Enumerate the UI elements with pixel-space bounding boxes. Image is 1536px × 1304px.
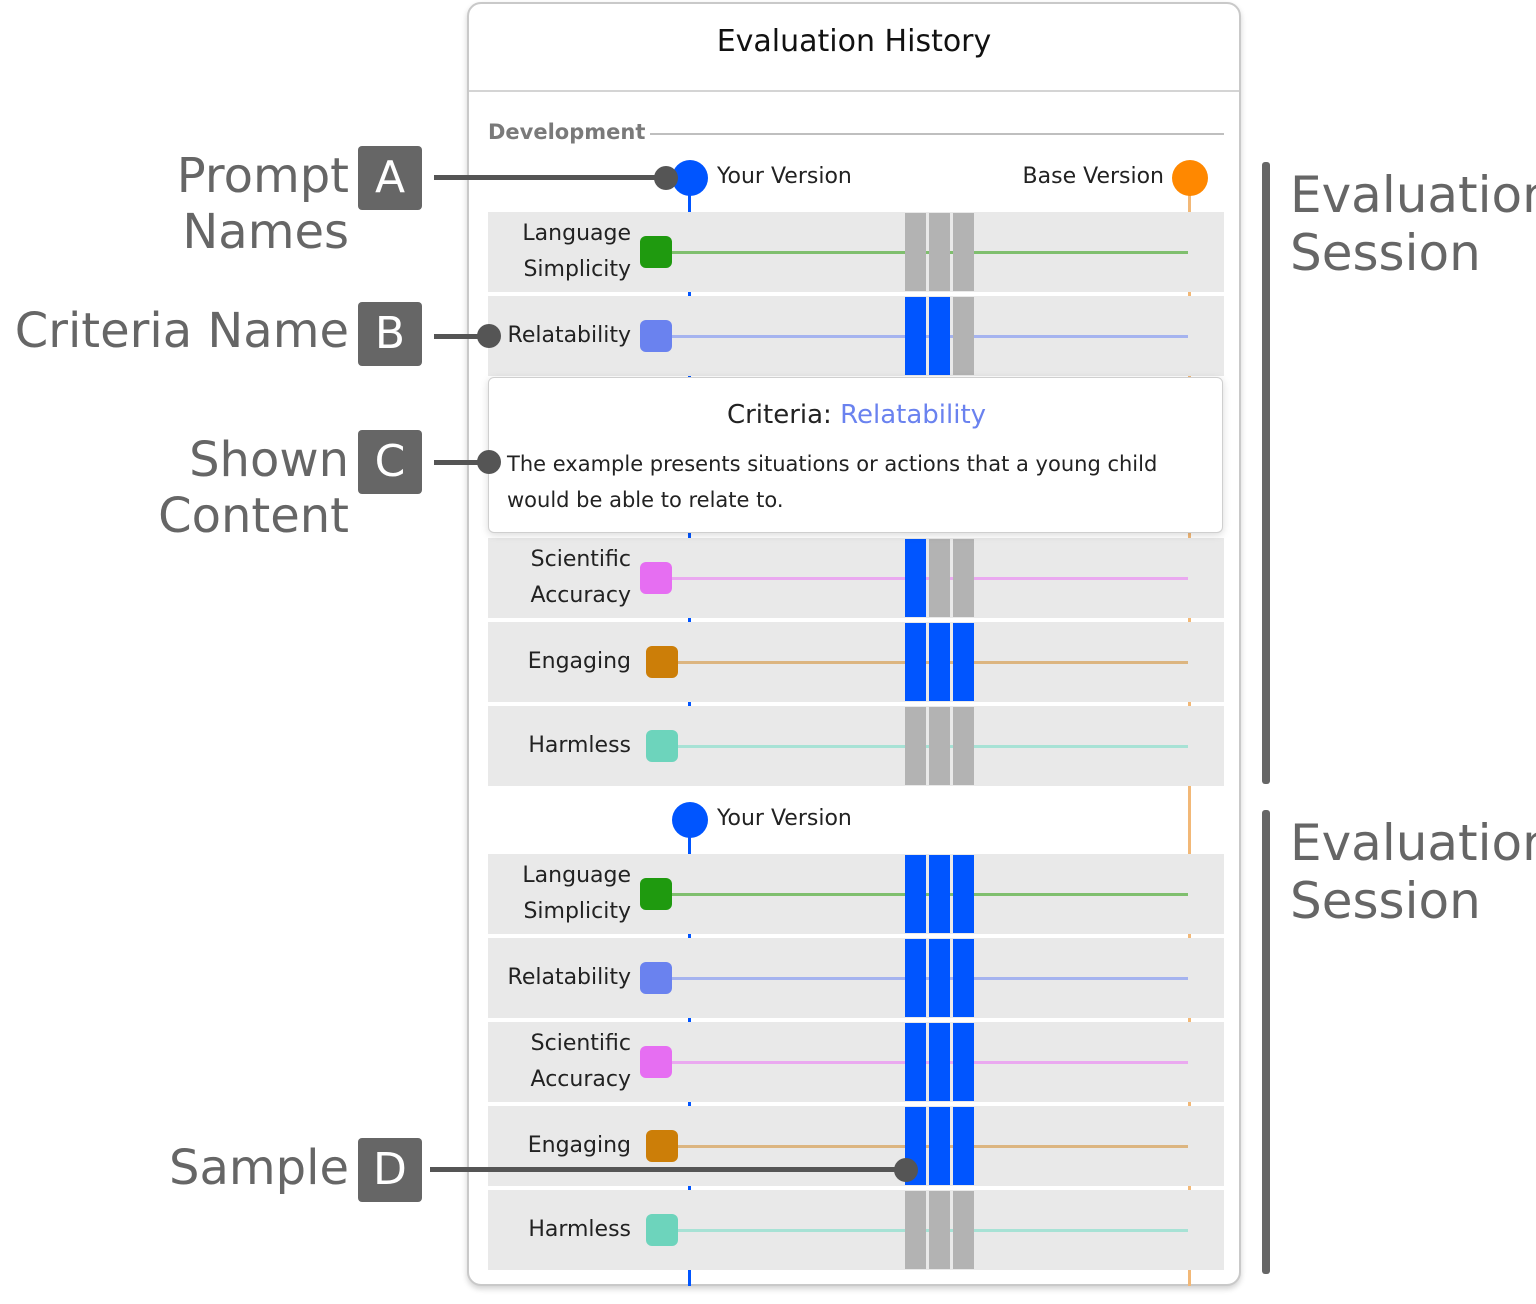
sample-cell[interactable] xyxy=(929,297,950,375)
annotation-b-label: Criteria Name xyxy=(14,303,349,359)
base-version-dot[interactable] xyxy=(1172,160,1208,196)
your-version-dot[interactable] xyxy=(672,160,708,196)
criteria-color-swatch[interactable] xyxy=(646,730,678,762)
session-bracket xyxy=(1262,810,1270,1274)
criteria-color-swatch[interactable] xyxy=(640,1046,672,1078)
criteria-name[interactable]: Relatability xyxy=(507,323,631,348)
criteria-tooltip: Criteria: Relatability The example prese… xyxy=(488,377,1223,533)
criteria-name[interactable]: Relatability xyxy=(507,965,631,990)
annotation-c-badge: C xyxy=(358,430,422,494)
sample-cell[interactable] xyxy=(905,1023,926,1101)
session-bracket xyxy=(1262,162,1270,784)
sample-cell[interactable] xyxy=(953,1107,974,1185)
criteria-name[interactable]: Harmless xyxy=(528,733,631,758)
sample-cell[interactable] xyxy=(953,297,974,375)
title-divider xyxy=(469,90,1239,92)
sample-cell[interactable] xyxy=(905,1191,926,1269)
criteria-name[interactable]: Language Simplicity xyxy=(522,863,631,924)
sample-cell[interactable] xyxy=(953,539,974,617)
sample-cell[interactable] xyxy=(929,707,950,785)
sample-cell[interactable] xyxy=(953,1023,974,1101)
section-divider xyxy=(650,133,1224,135)
sample-cell[interactable] xyxy=(905,623,926,701)
annotation-b-dot xyxy=(477,324,501,348)
criteria-name[interactable]: Language Simplicity xyxy=(522,221,631,282)
sample-cell[interactable] xyxy=(953,213,974,291)
annotation-c-connector xyxy=(434,460,490,465)
annotation-a-badge: A xyxy=(358,146,422,210)
tooltip-criterion: Relatability xyxy=(840,400,987,430)
your-version-dot[interactable] xyxy=(672,802,708,838)
sample-cell[interactable] xyxy=(905,855,926,933)
annotation-a-connector xyxy=(434,175,666,180)
criteria-color-swatch[interactable] xyxy=(646,1130,678,1162)
sample-cell[interactable] xyxy=(905,707,926,785)
sample-cell[interactable] xyxy=(905,297,926,375)
your-version-label[interactable]: Your Version xyxy=(717,164,852,189)
annotation-d-connector xyxy=(430,1167,908,1172)
annotation-a-dot xyxy=(654,166,678,190)
annotation-d-badge: D xyxy=(358,1138,422,1202)
base-version-label[interactable]: Base Version xyxy=(1022,164,1164,189)
sample-cell[interactable] xyxy=(929,939,950,1017)
criteria-color-swatch[interactable] xyxy=(640,236,672,268)
criteria-color-swatch[interactable] xyxy=(646,646,678,678)
criteria-name[interactable]: Engaging xyxy=(527,649,631,674)
annotation-d-label: Sample xyxy=(169,1140,349,1196)
criteria-name[interactable]: Scientific Accuracy xyxy=(530,547,631,608)
panel-title: Evaluation History xyxy=(716,24,992,59)
sample-cell[interactable] xyxy=(953,1191,974,1269)
sample-cell[interactable] xyxy=(905,213,926,291)
annotation-b-connector xyxy=(434,334,490,339)
annotation-a-label: Prompt Names xyxy=(176,148,349,260)
your-version-label[interactable]: Your Version xyxy=(717,806,852,831)
sample-cell[interactable] xyxy=(929,213,950,291)
tooltip-title: Criteria: Relatability xyxy=(489,400,1224,430)
sample-cell[interactable] xyxy=(953,855,974,933)
session-label: Evaluation Session xyxy=(1290,166,1536,282)
sample-cell[interactable] xyxy=(929,855,950,933)
sample-cell[interactable] xyxy=(953,939,974,1017)
sample-cell[interactable] xyxy=(905,939,926,1017)
section-label: Development xyxy=(488,120,646,144)
criteria-color-swatch[interactable] xyxy=(640,562,672,594)
sample-cell[interactable] xyxy=(929,539,950,617)
annotation-b-badge: B xyxy=(358,302,422,366)
criteria-color-swatch[interactable] xyxy=(640,878,672,910)
criteria-color-swatch[interactable] xyxy=(640,962,672,994)
tooltip-description: The example presents situations or actio… xyxy=(507,452,1158,512)
criteria-color-swatch[interactable] xyxy=(640,320,672,352)
sample-cell[interactable] xyxy=(929,1023,950,1101)
criteria-name[interactable]: Engaging xyxy=(527,1133,631,1158)
sample-cell[interactable] xyxy=(905,539,926,617)
criteria-name[interactable]: Scientific Accuracy xyxy=(530,1031,631,1092)
sample-cell[interactable] xyxy=(929,1107,950,1185)
annotation-d-dot xyxy=(894,1158,918,1182)
criteria-name[interactable]: Harmless xyxy=(528,1217,631,1242)
sample-cell[interactable] xyxy=(929,623,950,701)
session-label: Evaluation Session xyxy=(1290,814,1536,930)
sample-cell[interactable] xyxy=(953,623,974,701)
criteria-color-swatch[interactable] xyxy=(646,1214,678,1246)
annotation-c-label: Shown Content xyxy=(158,432,349,544)
sample-cell[interactable] xyxy=(953,707,974,785)
annotation-c-dot xyxy=(477,450,501,474)
sample-cell[interactable] xyxy=(929,1191,950,1269)
tooltip-prefix: Criteria: xyxy=(726,400,841,430)
